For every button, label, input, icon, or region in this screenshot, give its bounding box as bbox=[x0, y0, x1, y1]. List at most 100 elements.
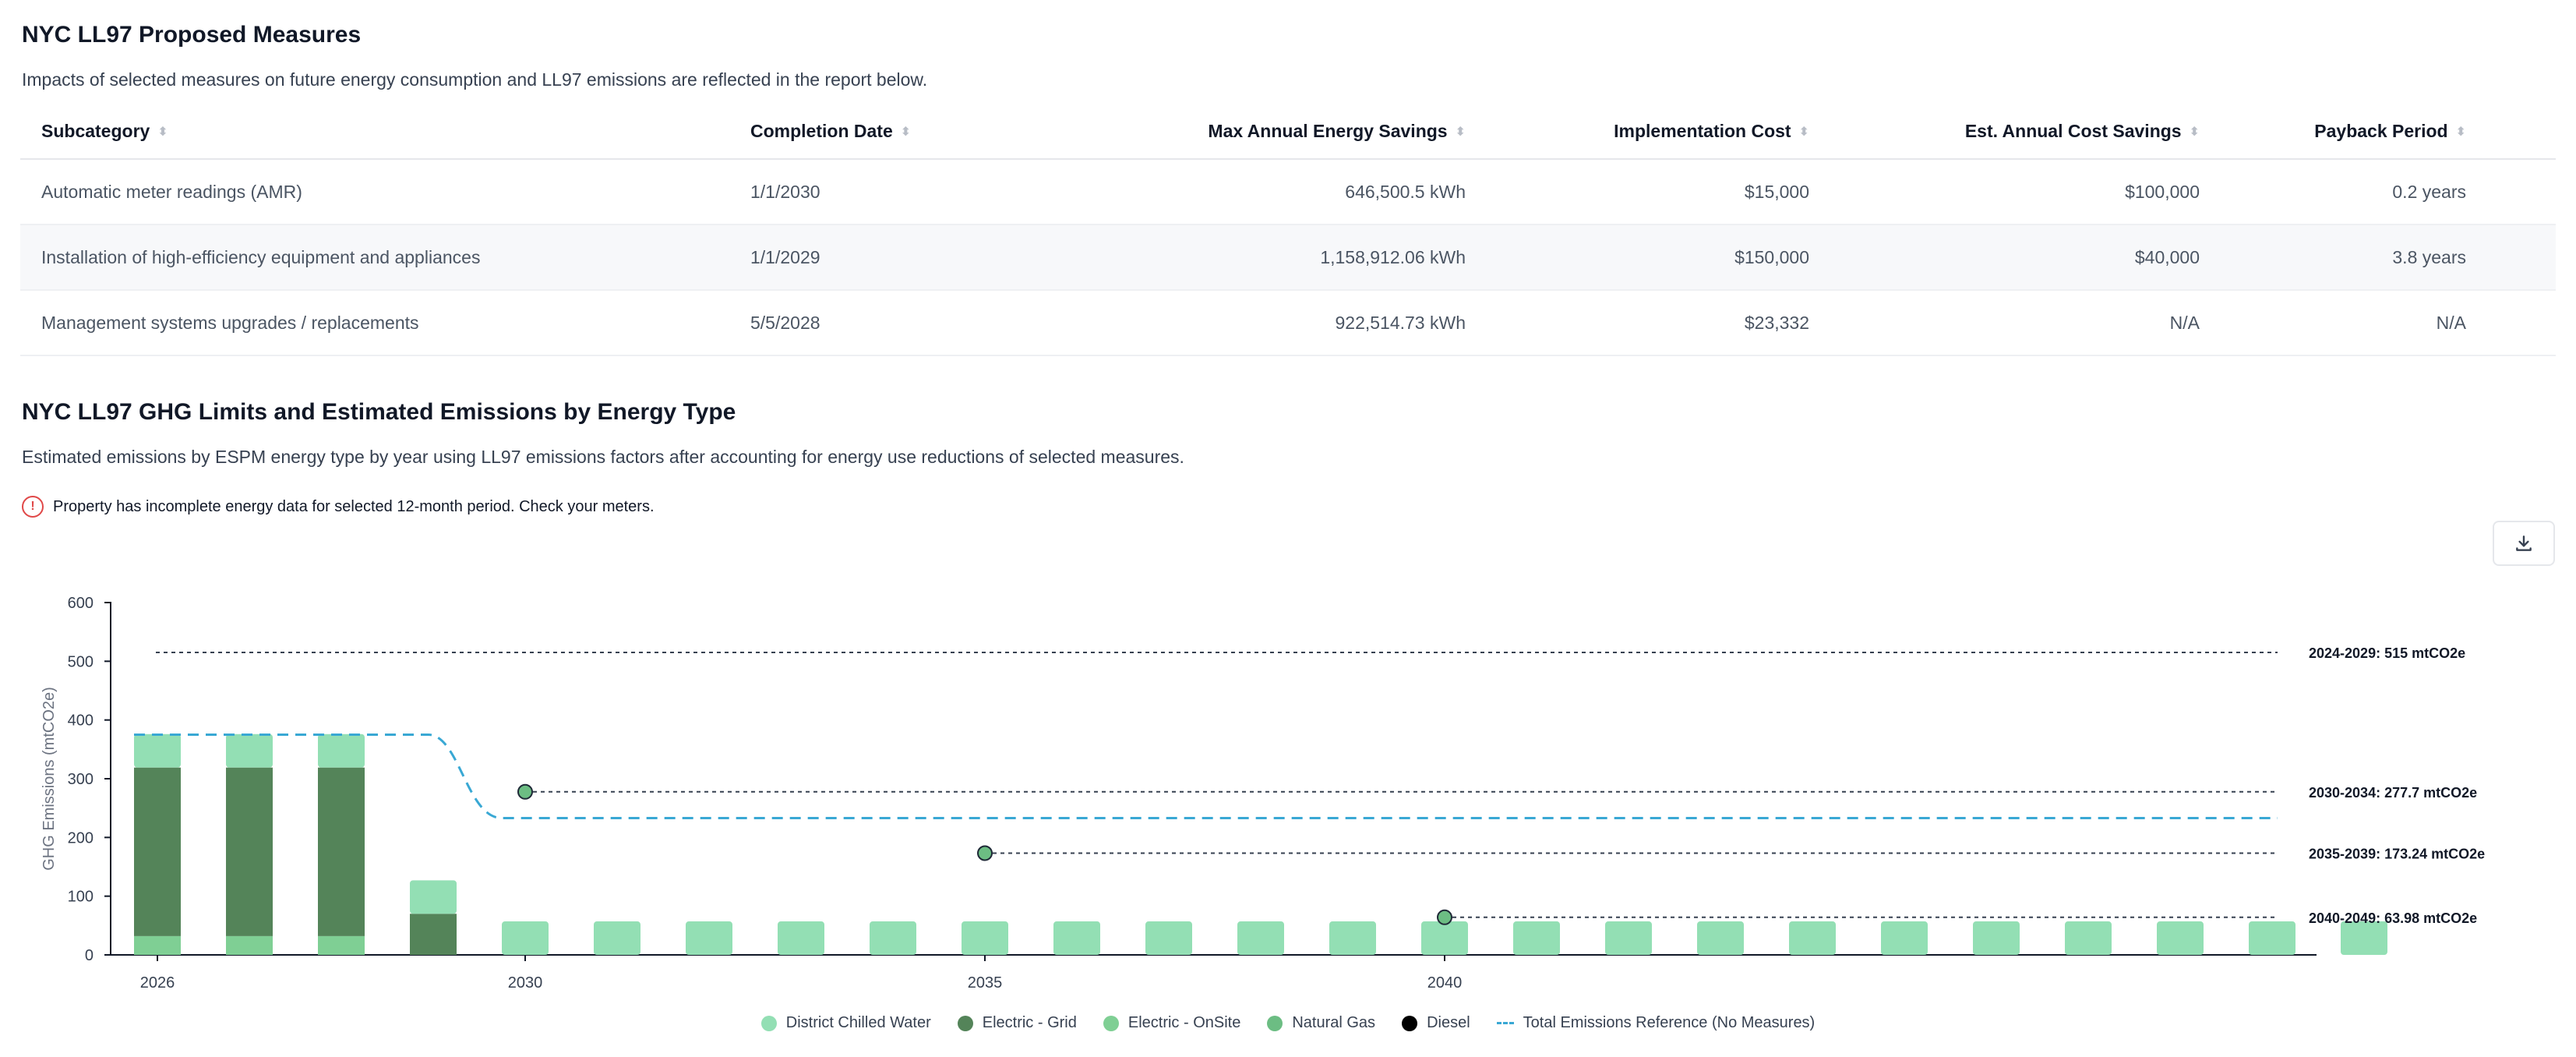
legend-item-natural-gas[interactable]: Natural Gas bbox=[1267, 1014, 1375, 1032]
bar-segment-district-chilled-water bbox=[2065, 921, 2112, 955]
x-tick-label: 2026 bbox=[140, 974, 175, 992]
bar-segment-district-chilled-water bbox=[2249, 921, 2295, 955]
sort-icon[interactable]: ⬍ bbox=[1455, 125, 1466, 139]
table-row[interactable]: Installation of high-efficiency equipmen… bbox=[20, 224, 2556, 291]
y-tick-label: 0 bbox=[85, 947, 94, 964]
bar-segment-district-chilled-water bbox=[1513, 921, 1560, 955]
bar-segment-district-chilled-water bbox=[1237, 921, 1284, 955]
limit-marker bbox=[1437, 909, 1452, 925]
column-header-implementation-cost[interactable]: Implementation Cost ⬍ bbox=[1480, 104, 1820, 160]
emissions-chart: 0 100 200 300 400 500 600 2026 2030 2035 2040 GHG E… bbox=[41, 595, 2485, 992]
legend-item-reference-line[interactable]: Total Emissions Reference (No Measures) bbox=[1496, 1014, 1815, 1032]
column-header-cost-savings[interactable]: Est. Annual Cost Savings ⬍ bbox=[1820, 104, 2212, 160]
column-header-energy-savings[interactable]: Max Annual Energy Savings ⬍ bbox=[1023, 104, 1480, 160]
sort-icon[interactable]: ⬍ bbox=[1798, 125, 1809, 139]
proposed-measures-description: Impacts of selected measures on future e… bbox=[22, 69, 928, 90]
bar-segment-district-chilled-water bbox=[1145, 921, 1192, 955]
bar-segment-district-chilled-water bbox=[1053, 921, 1100, 955]
legend-swatch bbox=[1267, 1015, 1283, 1031]
limit-marker bbox=[977, 845, 993, 861]
download-chart-button[interactable] bbox=[2493, 521, 2555, 566]
table-header-row: Subcategory ⬍ Completion Date ⬍ Max Annual… bbox=[20, 104, 2556, 160]
column-header-completion-date[interactable]: Completion Date ⬍ bbox=[750, 104, 1023, 160]
x-tick-label: 2035 bbox=[968, 974, 1003, 992]
bar-segment-district-chilled-water bbox=[1973, 921, 2020, 955]
bar-segment-district-chilled-water bbox=[1697, 921, 1744, 955]
alert-circle-icon: ! bbox=[22, 496, 44, 518]
cell-energy-savings: 646,500.5 kWh bbox=[1023, 159, 1480, 225]
y-tick-label: 400 bbox=[68, 712, 94, 730]
sort-icon[interactable]: ⬍ bbox=[2189, 125, 2200, 139]
bar-segment-electric-grid bbox=[134, 767, 181, 936]
y-tick-label: 600 bbox=[68, 595, 94, 612]
bar-segment-district-chilled-water bbox=[778, 921, 824, 955]
cell-cost-savings: $40,000 bbox=[1820, 224, 2212, 291]
bar-segment-district-chilled-water bbox=[1605, 921, 1652, 955]
bar-segment-district-chilled-water bbox=[502, 921, 549, 955]
cell-subcategory: Automatic meter readings (AMR) bbox=[20, 159, 750, 225]
cell-energy-savings: 922,514.73 kWh bbox=[1023, 290, 1480, 356]
reference-line bbox=[134, 734, 2278, 819]
cell-implementation-cost: $15,000 bbox=[1480, 159, 1820, 225]
legend-swatch bbox=[957, 1015, 973, 1031]
legend-item-electric-grid[interactable]: Electric - Grid bbox=[957, 1014, 1077, 1032]
bar-segment-electric-onsite bbox=[318, 935, 365, 955]
bar-segment-district-chilled-water bbox=[2341, 921, 2387, 955]
cell-cost-savings: $100,000 bbox=[1820, 159, 2212, 225]
legend-item-diesel[interactable]: Diesel bbox=[1402, 1014, 1470, 1032]
legend-item-electric-onsite[interactable]: Electric - OnSite bbox=[1103, 1014, 1240, 1032]
warning-text: Property has incomplete energy data for … bbox=[53, 497, 655, 515]
sort-icon[interactable]: ⬍ bbox=[2455, 125, 2466, 139]
x-tick-label: 2030 bbox=[508, 974, 543, 992]
bar-segment-district-chilled-water bbox=[686, 921, 732, 955]
chart-legend: District Chilled Water Electric - Grid E… bbox=[0, 1014, 2576, 1032]
legend-swatch bbox=[760, 1015, 777, 1031]
bar-segment-district-chilled-water bbox=[2157, 921, 2204, 955]
cell-completion-date: 5/5/2028 bbox=[750, 290, 1023, 356]
limit-label: 2030-2034: 277.7 mtCO2e bbox=[2309, 785, 2477, 801]
bar-segment-electric-grid bbox=[318, 767, 365, 936]
bar-segment-district-chilled-water bbox=[1789, 921, 1836, 955]
legend-swatch bbox=[1103, 1015, 1119, 1031]
cell-completion-date: 1/1/2029 bbox=[750, 224, 1023, 291]
column-header-payback-period[interactable]: Payback Period ⬍ bbox=[2212, 104, 2556, 160]
sort-icon[interactable]: ⬍ bbox=[157, 125, 168, 139]
proposed-measures-title: NYC LL97 Proposed Measures bbox=[22, 22, 362, 48]
limit-marker bbox=[517, 783, 533, 800]
bar-segment-district-chilled-water bbox=[962, 921, 1008, 955]
bar-segment-district-chilled-water bbox=[594, 921, 640, 955]
cell-payback-period: N/A bbox=[2212, 290, 2556, 356]
cell-subcategory: Management systems upgrades / replacemen… bbox=[20, 290, 750, 356]
legend-swatch bbox=[1402, 1015, 1418, 1031]
cell-implementation-cost: $150,000 bbox=[1480, 224, 1820, 291]
x-tick-label: 2040 bbox=[1427, 974, 1463, 992]
bar-segment-district-chilled-water bbox=[226, 734, 273, 768]
legend-item-district-chilled-water[interactable]: District Chilled Water bbox=[760, 1014, 931, 1032]
bar-segment-electric-grid bbox=[410, 914, 457, 955]
incomplete-data-warning: ! Property has incomplete energy data fo… bbox=[22, 496, 655, 518]
bar-segment-district-chilled-water bbox=[410, 880, 457, 914]
limit-label: 2024-2029: 515 mtCO2e bbox=[2309, 645, 2465, 661]
bar-segment-electric-onsite bbox=[134, 935, 181, 955]
bar-segment-electric-onsite bbox=[226, 935, 273, 955]
cell-implementation-cost: $23,332 bbox=[1480, 290, 1820, 356]
bar-segment-district-chilled-water bbox=[870, 921, 916, 955]
bar-segment-district-chilled-water bbox=[318, 734, 365, 768]
download-icon bbox=[2516, 536, 2532, 551]
limit-label: 2040-2049: 63.98 mtCO2e bbox=[2309, 910, 2477, 926]
column-header-subcategory[interactable]: Subcategory ⬍ bbox=[20, 104, 750, 160]
table-row[interactable]: Automatic meter readings (AMR) 1/1/2030 … bbox=[20, 159, 2556, 225]
y-tick-label: 200 bbox=[68, 829, 94, 847]
limit-label: 2035-2039: 173.24 mtCO2e bbox=[2309, 846, 2485, 861]
cell-payback-period: 0.2 years bbox=[2212, 159, 2556, 225]
emissions-description: Estimated emissions by ESPM energy type … bbox=[22, 447, 1184, 467]
y-tick-label: 500 bbox=[68, 653, 94, 670]
sort-icon[interactable]: ⬍ bbox=[900, 125, 912, 139]
cell-cost-savings: N/A bbox=[1820, 290, 2212, 356]
y-tick-label: 100 bbox=[68, 889, 94, 906]
bar-segment-district-chilled-water bbox=[1421, 921, 1468, 955]
cell-payback-period: 3.8 years bbox=[2212, 224, 2556, 291]
bar-segment-district-chilled-water bbox=[134, 734, 181, 768]
table-row[interactable]: Management systems upgrades / replacemen… bbox=[20, 290, 2556, 356]
emissions-title: NYC LL97 GHG Limits and Estimated Emissi… bbox=[22, 399, 736, 425]
